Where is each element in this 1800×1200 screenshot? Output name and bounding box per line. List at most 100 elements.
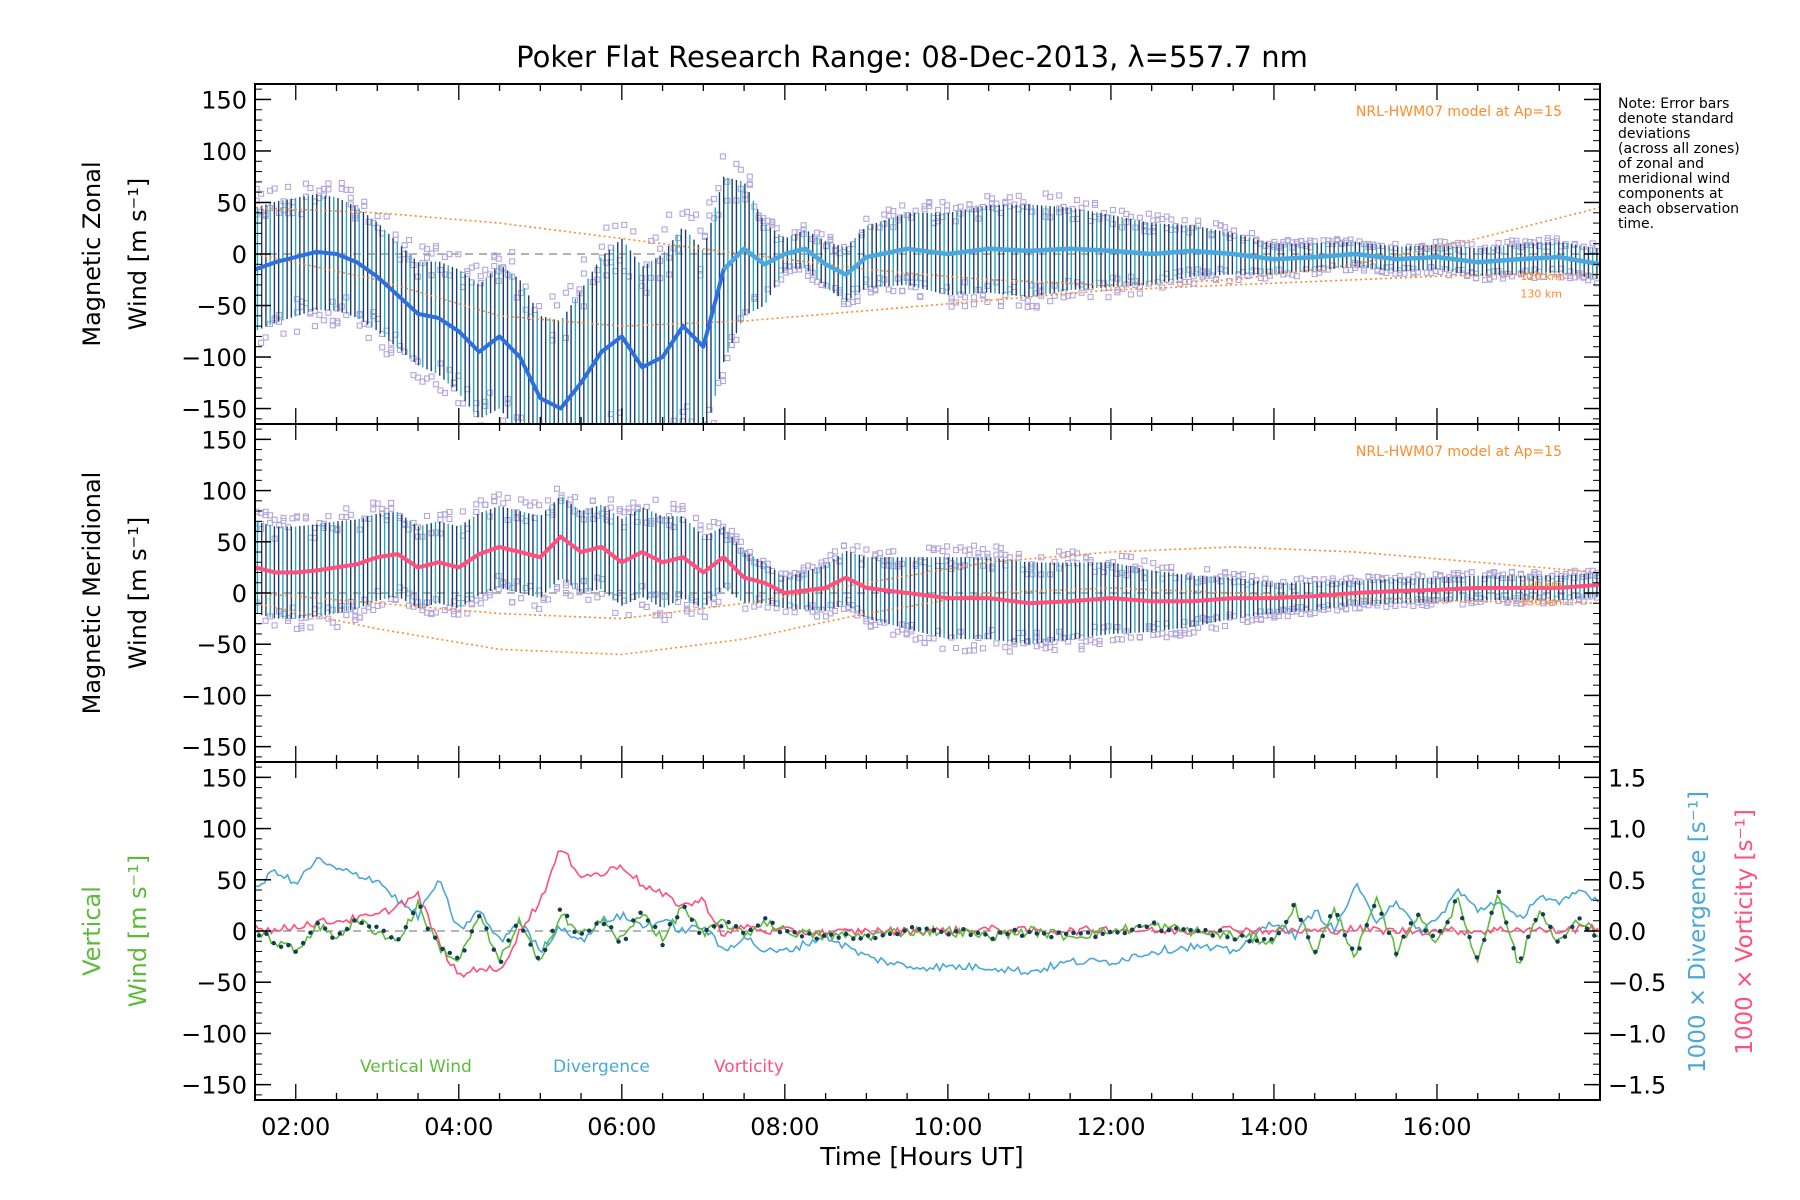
zone-wind-marker [562, 334, 570, 341]
zone-wind-marker [320, 317, 327, 324]
vertical-wind-point [1548, 924, 1553, 930]
zone-wind-marker [944, 543, 951, 550]
zone-wind-marker [1499, 275, 1507, 282]
vertical-wind-point [330, 935, 335, 940]
zone-wind-marker [1531, 274, 1538, 281]
zone-wind-marker [903, 274, 910, 282]
zone-wind-marker [455, 251, 462, 258]
zone-wind-marker [1056, 548, 1063, 555]
zone-wind-marker [347, 194, 354, 201]
zone-wind-marker [666, 211, 673, 218]
zone-wind-marker [719, 372, 726, 379]
zone-wind-marker [1190, 280, 1197, 287]
zone-wind-marker [979, 546, 986, 553]
zone-wind-marker [1056, 192, 1063, 199]
vertical-wind-point [1364, 922, 1370, 928]
zone-wind-marker [876, 280, 883, 287]
zone-wind-marker [1343, 606, 1350, 613]
zone-wind-marker [280, 330, 287, 337]
zone-wind-marker [635, 454, 640, 459]
vertical-wind-point [887, 931, 893, 937]
zone-wind-marker [388, 499, 395, 506]
vertical-wind-point [1438, 928, 1443, 934]
zone-wind-marker [1226, 278, 1233, 285]
right-axis-tick-label: −1.0 [1608, 1020, 1666, 1048]
right-axis-tick-label: −1.5 [1608, 1072, 1666, 1100]
zone-wind-marker [500, 417, 507, 424]
vertical-wind-point [953, 929, 959, 934]
zone-wind-marker [1334, 607, 1341, 614]
zone-wind-marker [255, 599, 260, 606]
vertical-wind-point [1034, 931, 1039, 936]
zone-wind-marker [1186, 229, 1193, 236]
zone-wind-marker [822, 613, 830, 620]
zone-wind-marker [675, 598, 682, 606]
y-axis-tick-label: −150 [181, 734, 247, 762]
zone-wind-marker [728, 527, 735, 534]
zone-wind-marker [527, 502, 534, 509]
vertical-wind-point [653, 924, 658, 930]
note-line: of zonal and [1618, 156, 1704, 172]
zone-wind-marker [1356, 604, 1363, 611]
zone-wind-marker [1316, 269, 1323, 276]
zone-wind-marker [1468, 569, 1475, 576]
zone-wind-marker [1015, 192, 1022, 199]
y-axis-tick-label: −150 [181, 1072, 247, 1100]
zone-wind-marker [831, 548, 839, 555]
zone-wind-marker [464, 270, 471, 277]
zone-wind-marker [464, 610, 471, 617]
zone-wind-marker [635, 475, 640, 480]
vertical-wind-point [1335, 912, 1340, 918]
zone-wind-marker [827, 601, 834, 608]
vertical-wind-point [792, 930, 797, 935]
model-curve-120km [255, 206, 1600, 286]
zone-wind-marker [1047, 298, 1054, 305]
vertical-wind-point [1239, 933, 1245, 938]
zone-wind-marker [683, 208, 691, 215]
vertical-wind-point [902, 928, 907, 933]
zone-wind-marker [437, 360, 444, 367]
y-axis-tick-label: 150 [201, 86, 247, 114]
zone-wind-marker [876, 550, 883, 557]
vertical-wind-point [1107, 929, 1113, 935]
vertical-wind-point [308, 930, 313, 935]
zone-wind-marker [952, 644, 960, 652]
zone-wind-marker [585, 596, 592, 603]
zone-wind-marker [670, 417, 677, 424]
vertical-wind-point [1584, 926, 1590, 931]
zone-wind-marker [697, 526, 704, 533]
zone-wind-marker [491, 497, 498, 504]
y-axis-tick-label: 150 [201, 426, 247, 454]
y-axis-label-line1: Magnetic Meridional [78, 472, 106, 715]
vertical-wind-point [572, 929, 577, 935]
zone-wind-marker [944, 207, 951, 214]
zone-wind-marker [580, 256, 587, 263]
zone-wind-marker [917, 293, 924, 300]
zone-wind-marker [613, 450, 618, 455]
zone-wind-marker [649, 466, 654, 471]
zone-wind-marker [724, 355, 731, 362]
zone-wind-marker [432, 245, 440, 252]
zone-wind-marker [347, 186, 354, 194]
vertical-wind-point [366, 924, 372, 929]
zone-wind-marker [1011, 201, 1018, 208]
zone-wind-marker [262, 617, 269, 624]
zone-wind-marker [410, 261, 417, 269]
zone-wind-marker [491, 262, 498, 270]
vertical-wind-point [990, 936, 995, 941]
zone-wind-marker [1186, 266, 1193, 273]
zone-wind-marker [374, 500, 381, 507]
vertical-wind-point [528, 942, 533, 947]
zone-wind-marker [1006, 648, 1013, 655]
meridional-error-bars [256, 497, 1598, 645]
zone-wind-marker [643, 603, 650, 611]
zone-wind-marker [459, 400, 466, 407]
zone-wind-marker [311, 323, 318, 330]
zone-wind-marker [271, 622, 278, 629]
zone-wind-marker [1383, 603, 1390, 610]
zone-wind-marker [541, 480, 546, 485]
y-axis-tick-label: −50 [196, 969, 247, 997]
zone-wind-marker [1221, 570, 1229, 577]
right-axis-tick-label: 1.0 [1608, 816, 1646, 844]
vertical-wind-point [858, 936, 863, 941]
